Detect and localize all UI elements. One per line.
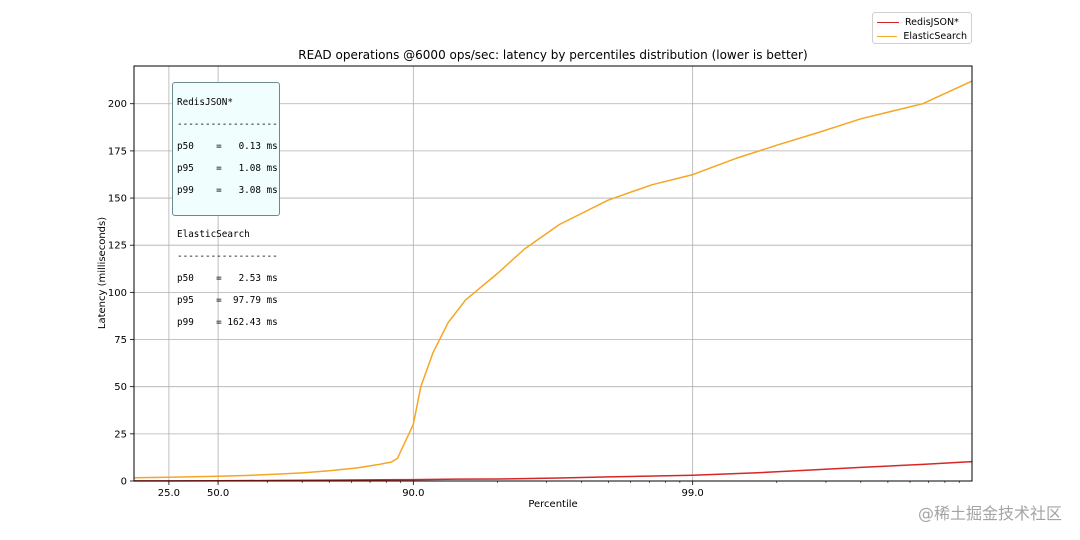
legend-entry-elasticsearch: ElasticSearch — [877, 29, 967, 43]
y-tick-label: 200 — [108, 99, 127, 110]
percentile-stats-box: RedisJSON* ------------------ p50 = 0.13… — [172, 82, 280, 328]
axes: 0 25 50 75 100 125 150 175 200 25.0 50.0 90.0 99.0 — [108, 99, 960, 499]
stats-es-p99: p99 = 162.43 ms — [177, 317, 278, 328]
y-tick-label: 75 — [114, 335, 127, 346]
series-line-redisjson — [134, 460, 973, 482]
legend-label-redisjson: RedisJSON* — [905, 16, 959, 28]
y-tick-label: 25 — [114, 429, 127, 440]
stats-redis-p50: p50 = 0.13 ms — [177, 141, 278, 152]
legend-swatch-elasticsearch — [877, 35, 898, 37]
stats-redis-p95: p95 = 1.08 ms — [177, 163, 278, 174]
stats-redis-p99: p99 = 3.08 ms — [177, 185, 278, 196]
series-line-elasticsearch — [133, 80, 973, 479]
stats-es-title: ElasticSearch — [177, 229, 250, 240]
y-tick-label: 125 — [108, 241, 127, 252]
stats-es-rule: ------------------ — [177, 251, 278, 262]
x-tick-label: 90.0 — [402, 488, 424, 499]
chart-title: READ operations @6000 ops/sec: latency b… — [298, 48, 807, 62]
legend-swatch-redisjson — [877, 21, 899, 23]
legend-entry-redisjson: RedisJSON* — [877, 15, 967, 29]
x-axis-label: Percentile — [528, 499, 577, 510]
plot-frame — [133, 65, 973, 482]
y-tick-label: 50 — [114, 382, 127, 393]
x-tick-label: 50.0 — [207, 488, 229, 499]
y-tick-label: 0 — [121, 477, 127, 488]
stats-es-p95: p95 = 97.79 ms — [177, 295, 278, 306]
stats-gap — [177, 207, 279, 218]
watermark: @稀土掘金技术社区 — [917, 504, 1062, 523]
stats-es-p50: p50 = 2.53 ms — [177, 273, 278, 284]
y-tick-label: 100 — [108, 288, 127, 299]
chart-legend: RedisJSON* ElasticSearch — [872, 12, 972, 44]
y-axis-label: Latency (milliseconds) — [97, 217, 108, 329]
y-tick-label: 150 — [108, 194, 127, 205]
x-tick-label: 25.0 — [158, 488, 180, 499]
y-tick-label: 175 — [108, 146, 127, 157]
stats-redis-rule: ------------------ — [177, 119, 278, 130]
legend-label-elasticsearch: ElasticSearch — [903, 30, 967, 42]
x-tick-label: 99.0 — [682, 488, 704, 499]
stats-redis-title: RedisJSON* — [177, 97, 233, 108]
